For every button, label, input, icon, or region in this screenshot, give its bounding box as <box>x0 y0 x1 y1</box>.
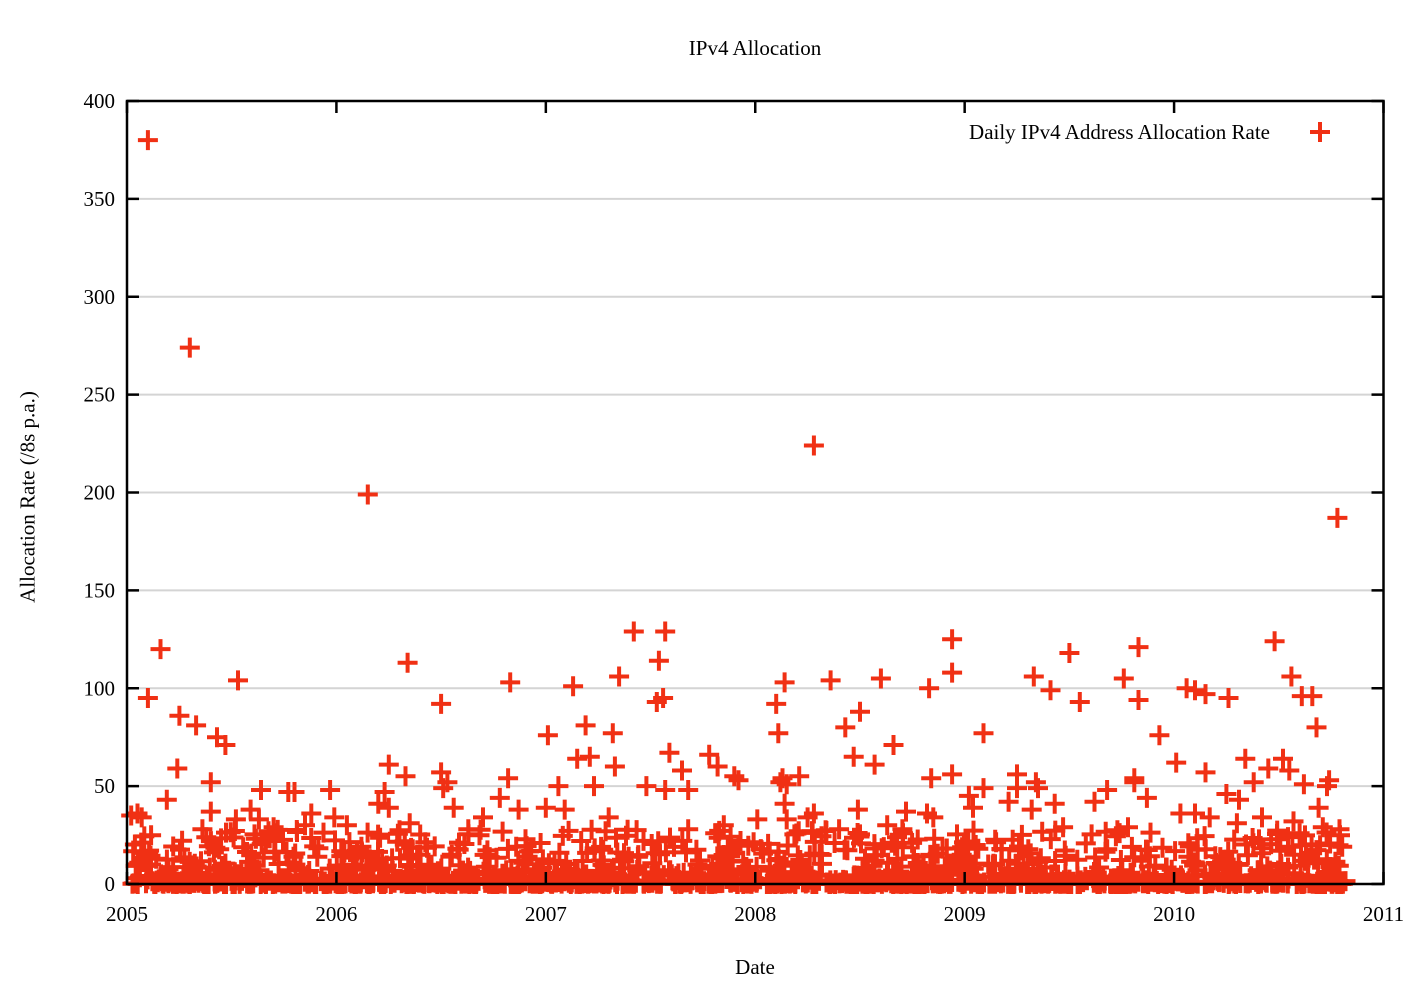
legend-plus-marker-icon <box>1310 122 1330 142</box>
y-tick-label: 150 <box>84 578 116 602</box>
x-tick-label: 2008 <box>734 902 776 926</box>
x-tick-label: 2007 <box>525 902 567 926</box>
x-tick-label: 2006 <box>315 902 357 926</box>
x-tick-label: 2009 <box>944 902 986 926</box>
y-tick-label: 350 <box>84 187 116 211</box>
legend: Daily IPv4 Address Allocation Rate <box>930 117 1342 147</box>
y-tick-label: 50 <box>94 774 115 798</box>
chart-title: IPv4 Allocation <box>688 36 822 60</box>
x-tick-label: 2011 <box>1363 902 1404 926</box>
y-tick-label: 200 <box>84 481 116 505</box>
data-points <box>121 130 1350 844</box>
x-tick-label: 2005 <box>106 902 148 926</box>
x-axis-title: Date <box>735 955 775 979</box>
y-tick-label: 300 <box>84 285 116 309</box>
y-tick-label: 400 <box>84 89 116 113</box>
y-tick-label: 250 <box>84 383 116 407</box>
y-tick-label: 0 <box>105 872 116 896</box>
legend-series-label: Daily IPv4 Address Allocation Rate <box>969 119 1270 144</box>
y-axis-title: Allocation Rate (/8s p.a.) <box>15 391 40 603</box>
y-tick-label: 100 <box>84 676 116 700</box>
x-tick-label: 2010 <box>1153 902 1195 926</box>
